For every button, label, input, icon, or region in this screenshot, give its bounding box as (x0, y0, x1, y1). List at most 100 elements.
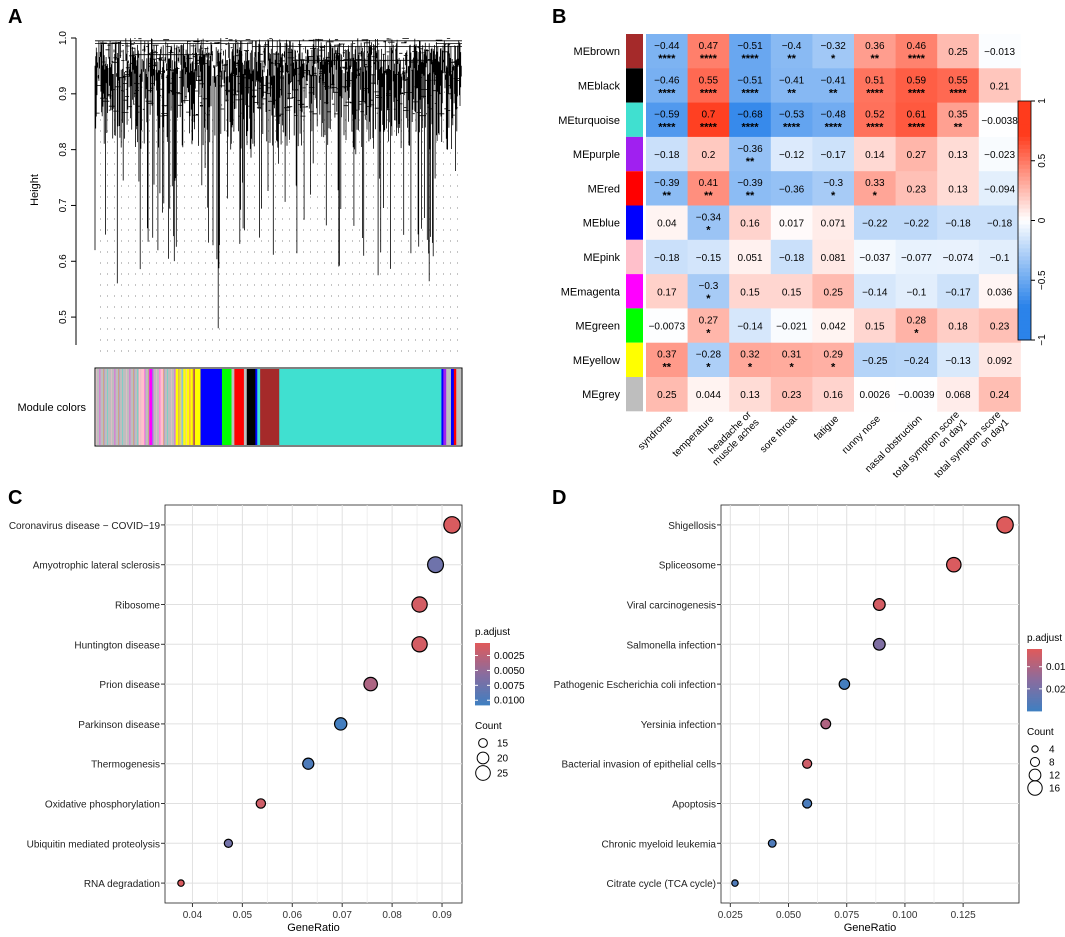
b-scale-step (1018, 156, 1031, 162)
c-color-legend-step (475, 672, 490, 675)
c-color-legend-step (475, 695, 490, 698)
a-module-block (453, 369, 457, 445)
a-module-stripe (126, 369, 127, 445)
b-cell (687, 171, 730, 206)
c-dot (411, 636, 428, 653)
c-color-legend-label: 0.0100 (494, 696, 525, 707)
b-scale-step (1018, 248, 1031, 253)
b-cell-value: −0.36 (737, 144, 763, 155)
b-cell (770, 171, 813, 206)
b-cell-value: −0.14 (737, 322, 763, 333)
c-color-legend-step (475, 656, 490, 659)
c-size-legend-title: Count (475, 721, 502, 732)
d-color-legend-step (1027, 653, 1042, 656)
b-cell (895, 274, 938, 309)
b-cell (895, 377, 938, 412)
b-scale-step (1018, 176, 1031, 182)
a-module-stripe (171, 369, 172, 445)
b-row-labels: MEbrown MEblack MEturquoise MEpurple MEred ME… (558, 46, 621, 401)
b-cell-value: 0.51 (865, 75, 885, 86)
c-size-legend-label: 20 (497, 754, 509, 765)
b-cell (854, 308, 896, 344)
b-cell-stars: ** (787, 53, 796, 65)
b-cell (729, 102, 772, 138)
d-color-legend-step (1027, 709, 1042, 712)
c-color-legend-label: 0.0075 (494, 681, 525, 692)
d-category-label: Viral carcinogenesis (627, 601, 716, 612)
d-dot (838, 678, 851, 690)
b-cell-value: 0.7 (701, 110, 715, 121)
b-cell-stars: * (831, 53, 836, 65)
b-cell (854, 102, 896, 138)
b-cell (646, 205, 688, 241)
a-module-block (260, 369, 280, 445)
b-scale-step (1018, 324, 1031, 329)
b-cell (812, 342, 855, 378)
b-cell (646, 171, 688, 206)
c-category-label: Prion disease (99, 680, 160, 691)
b-scale-step (1018, 164, 1031, 170)
c-color-legend-step (475, 675, 490, 678)
b-scale-step (1018, 240, 1031, 245)
a-module-block (234, 369, 245, 445)
b-cell-value: 0.051 (737, 253, 762, 264)
b-cell-value: 0.042 (821, 322, 846, 333)
c-color-legend-step (475, 700, 490, 703)
a-module-stripe (186, 369, 187, 445)
b-cell-value: 0.41 (699, 178, 719, 189)
d-color-legend-step (1027, 680, 1042, 682)
b-cell-stars: **** (908, 87, 926, 99)
b-scale-step (1018, 284, 1031, 289)
b-scale-step (1018, 168, 1031, 174)
d-color-legend-step (1027, 707, 1042, 710)
d-color-legend-step (1027, 652, 1042, 655)
b-cell-value: −0.0073 (649, 322, 686, 333)
d-category-label: Yersinia infection (641, 720, 716, 731)
b-cell-value: 0.16 (823, 390, 843, 401)
b-scale-step (1018, 200, 1031, 206)
a-module-block (446, 369, 452, 445)
d-size-legend-label: 12 (1049, 771, 1061, 782)
b-cell (937, 136, 980, 172)
b-scale-step (1018, 212, 1031, 218)
b-cell (646, 308, 688, 344)
b-scale-step (1018, 316, 1031, 321)
b-cell-value: −0.22 (904, 219, 930, 230)
d-dot (946, 556, 962, 573)
b-cell (854, 274, 896, 309)
b-scale-step (1018, 268, 1031, 273)
b-scale-step (1018, 300, 1031, 305)
d-color-legend-step (1027, 667, 1042, 670)
d-color-legend-step (1027, 684, 1042, 687)
b-cell-stars: **** (658, 53, 676, 65)
d-color-legend-step (1027, 690, 1042, 693)
c-color-legend-step (475, 666, 490, 669)
a-module-colors-label: Module colors (18, 402, 87, 414)
a-module-stripe (122, 369, 123, 445)
b-cell-value: −0.094 (984, 184, 1015, 195)
d-color-legend-step (1027, 662, 1042, 665)
b-cell (729, 342, 772, 378)
d-size-legend-title: Count (1027, 727, 1054, 738)
b-cell (646, 239, 688, 275)
b-cell (812, 274, 855, 309)
c-category-label: Ribosome (115, 601, 160, 612)
c-color-legend-step (475, 652, 490, 655)
b-cell-value: 0.36 (865, 41, 885, 52)
c-color-legend-step (475, 683, 490, 686)
d-x-axis-label: GeneRatio (844, 922, 897, 934)
panel-c-dotplot: 0.04 0.05 0.06 0.07 0.08 0.09 Coronavirus dise… (9, 504, 525, 934)
b-cell-value: 0.04 (657, 219, 677, 230)
b-cell (978, 205, 1021, 241)
a-module-stripe (133, 369, 134, 445)
a-module-stripe (163, 369, 164, 445)
b-row-label: MEbrown (574, 46, 620, 58)
c-color-legend-step (475, 697, 490, 700)
b-row-label: MEblack (578, 80, 621, 92)
d-x-tick-label: 0.125 (951, 910, 976, 921)
b-cell-value: −0.0038 (981, 116, 1018, 127)
b-cell-value: −0.18 (654, 150, 680, 161)
b-row-color (626, 239, 643, 275)
b-row-label: MEgreen (575, 321, 620, 333)
